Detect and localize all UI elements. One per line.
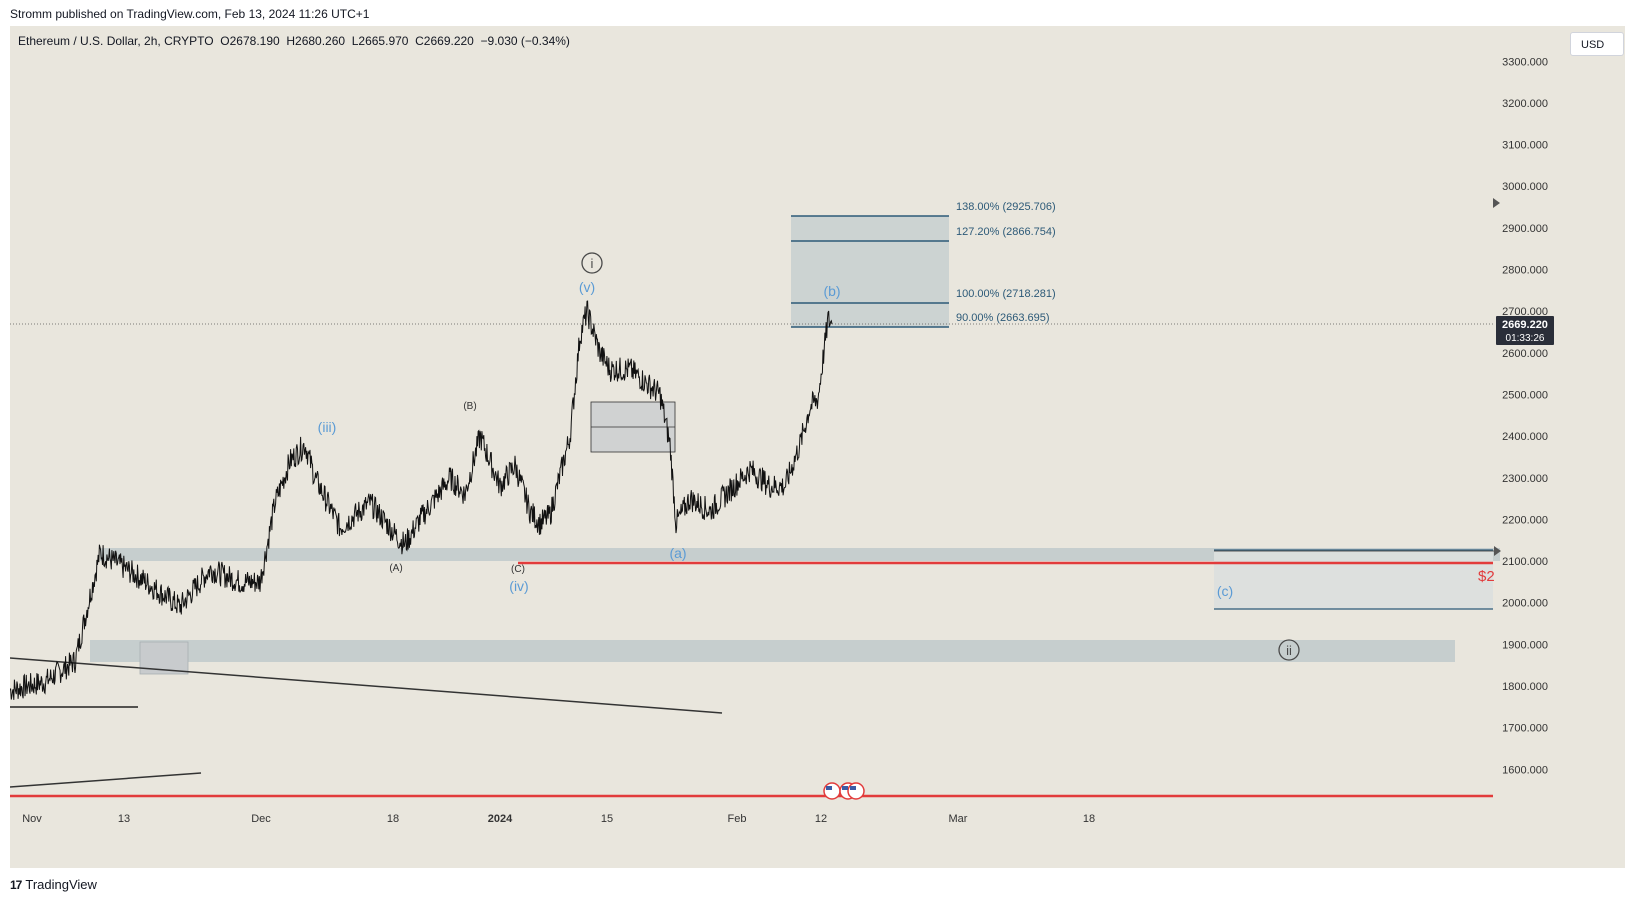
bar-countdown: 01:33:26 xyxy=(1506,333,1545,344)
time-tick: 18 xyxy=(387,813,399,825)
price-tick: 2100.000 xyxy=(1502,556,1548,568)
price-tick: 2900.000 xyxy=(1502,223,1548,235)
fib-level-label: 138.00% (2925.706) xyxy=(956,201,1056,213)
wave-label: (C) xyxy=(511,564,525,575)
support-zone-lower xyxy=(90,640,1455,662)
price-path xyxy=(10,300,833,700)
target-box xyxy=(1214,550,1493,609)
wave-label: (A) xyxy=(389,563,402,574)
tradingview-logo-text: TradingView xyxy=(25,877,97,892)
price-series xyxy=(10,300,833,700)
flag-canton xyxy=(850,786,856,790)
time-axis[interactable]: Nov 13 Dec 18 2024 15 Feb 12 Mar 18 xyxy=(22,813,1095,825)
price-tick: 3300.000 xyxy=(1502,56,1548,68)
us-flag-icon[interactable] xyxy=(823,782,841,800)
publish-line: Stromm published on TradingView.com, Feb… xyxy=(10,7,370,21)
event-flags[interactable] xyxy=(823,782,865,800)
fib-level-label: 100.00% (2718.281) xyxy=(956,288,1056,300)
price-tick: 2500.000 xyxy=(1502,389,1548,401)
support-arrow-head xyxy=(1494,546,1501,556)
chart-area[interactable]: 138.00% (2925.706) 127.20% (2866.754) 100.… xyxy=(10,26,1625,868)
wave-label: (B) xyxy=(463,401,476,412)
red-level-label: $2 xyxy=(1478,568,1495,585)
price-axis[interactable]: 3300.000 3200.000 3100.000 3000.000 2900.000… xyxy=(1502,56,1548,776)
us-flag-icon[interactable] xyxy=(847,782,865,800)
time-tick: Mar xyxy=(949,813,968,825)
last-price-value: 2669.220 xyxy=(1502,319,1548,331)
wave-circle xyxy=(1278,639,1300,661)
last-price-tag xyxy=(1496,316,1554,345)
price-tick: 3000.000 xyxy=(1502,181,1548,193)
wave-label: (iii) xyxy=(318,419,337,435)
footer: 17 TradingView xyxy=(0,868,1634,901)
right-arrow-small xyxy=(1493,198,1500,208)
price-tick: 2800.000 xyxy=(1502,265,1548,277)
wave-label: ii xyxy=(1286,643,1292,658)
wave-label: (c) xyxy=(1217,583,1233,599)
wave-label: (a) xyxy=(669,545,686,561)
fib-level-label: 90.00% (2663.695) xyxy=(956,312,1050,324)
price-tick: 2300.000 xyxy=(1502,473,1548,485)
price-tick: 1800.000 xyxy=(1502,681,1548,693)
time-tick: Dec xyxy=(251,813,271,825)
price-tick: 3200.000 xyxy=(1502,98,1548,110)
price-tick: 2200.000 xyxy=(1502,514,1548,526)
currency-button[interactable]: USD xyxy=(1570,32,1624,56)
time-tick: 15 xyxy=(601,813,613,825)
time-tick: Nov xyxy=(22,813,42,825)
price-tick: 2600.000 xyxy=(1502,348,1548,360)
fib-level-label: 127.20% (2866.754) xyxy=(956,226,1056,238)
time-tick: Feb xyxy=(728,813,747,825)
price-tick: 2400.000 xyxy=(1502,431,1548,443)
price-tick: 3100.000 xyxy=(1502,140,1548,152)
publish-header: Stromm published on TradingView.com, Feb… xyxy=(0,0,1634,26)
price-tick: 1900.000 xyxy=(1502,639,1548,651)
time-tick: 18 xyxy=(1083,813,1095,825)
wave-label: i xyxy=(591,256,594,271)
flag-canton xyxy=(842,786,848,790)
price-tick: 1600.000 xyxy=(1502,764,1548,776)
flag-canton xyxy=(826,786,832,790)
fib-box xyxy=(791,216,949,327)
wave-label: (iv) xyxy=(509,578,528,594)
chart-canvas[interactable]: 138.00% (2925.706) 127.20% (2866.754) 100.… xyxy=(10,26,1625,868)
tradingview-logo[interactable]: 17 TradingView xyxy=(10,877,97,892)
tradingview-logo-icon: 17 xyxy=(10,877,22,892)
time-tick: 12 xyxy=(815,813,827,825)
wave-labels: i (v) (iii) (B) (A) (C) (iv) (b) (a) (c) ii xyxy=(318,252,1300,661)
wave-label: (v) xyxy=(579,279,595,295)
trend-line-down xyxy=(10,657,723,714)
wave-circle xyxy=(581,252,603,274)
wave-label: (b) xyxy=(823,283,840,299)
time-tick: 2024 xyxy=(488,813,513,825)
support-zone-upper xyxy=(100,548,1500,561)
trend-line-up xyxy=(10,772,202,788)
price-tick: 1700.000 xyxy=(1502,723,1548,735)
time-tick: 13 xyxy=(118,813,130,825)
symbol-legend: Ethereum / U.S. Dollar, 2h, CRYPTO O2678… xyxy=(18,34,570,48)
price-tick: 2000.000 xyxy=(1502,598,1548,610)
fib-levels: 138.00% (2925.706) 127.20% (2866.754) 100.… xyxy=(791,201,1056,328)
price-tick: 2700.000 xyxy=(1502,306,1548,318)
